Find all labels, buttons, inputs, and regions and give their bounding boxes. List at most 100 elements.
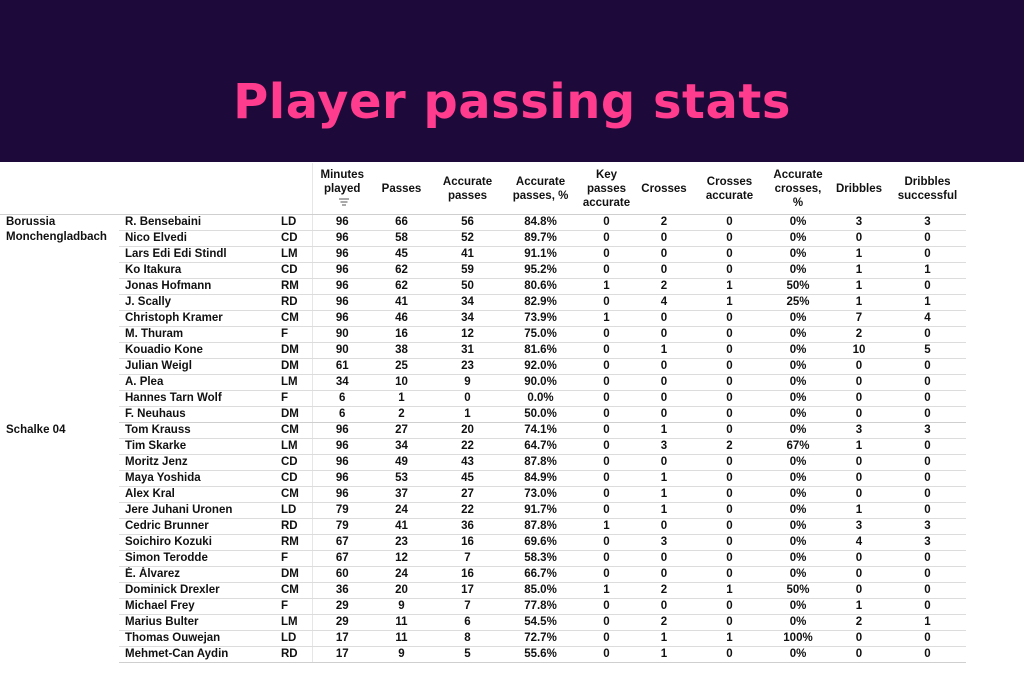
player-name: Moritz Jenz [119,454,275,471]
stat-cell: 0 [692,470,767,487]
stat-cell: 0 [692,342,767,359]
stat-cell: 0 [889,502,966,519]
player-name: Lars Edi Edi Stindl [119,246,275,263]
player-position: CM [275,582,312,599]
stat-cell: 73.9% [504,310,577,327]
stat-cell: 85.0% [504,582,577,599]
player-name: Maya Yoshida [119,470,275,487]
table-row: Marius Bulter LM 29 11 6 54.5% 0 2 0 0% 2 1 [0,614,966,631]
stat-cell: 4 [636,294,692,311]
stat-cell: 0 [636,518,692,535]
stat-cell: 17 [431,582,504,599]
stat-cell: 3 [636,438,692,455]
stat-cell: 0 [829,486,889,503]
stat-cell: 96 [311,214,372,231]
header-crosses[interactable]: Crosses [636,163,692,215]
stat-cell: 3 [636,534,692,551]
stat-cell: 1 [636,470,692,487]
player-position: DM [275,406,312,423]
stat-cell: 41 [372,518,431,535]
sort-descending-icon[interactable] [339,198,350,206]
player-name: Christoph Kramer [119,310,275,327]
header-accurate-passes[interactable]: Accurate passes [431,163,504,215]
stat-cell: 50 [431,278,504,295]
header-accurate-crosses-pct[interactable]: Accurate crosses, % [767,163,829,215]
stat-cell: 0 [692,502,767,519]
stat-cell: 0 [577,646,636,663]
stat-cell: 0 [636,326,692,343]
stat-cell: 1 [636,422,692,439]
stat-cell: 34 [311,374,372,391]
stat-cell: 96 [311,310,372,327]
stat-cell: 0 [692,262,767,279]
stat-cell: 23 [372,534,431,551]
player-name: Alex Kral [119,486,275,503]
stat-cell: 0 [577,294,636,311]
stat-cell: 2 [829,326,889,343]
stat-cell: 0 [692,246,767,263]
table-row: Tim Skarke LM 96 34 22 64.7% 0 3 2 67% 1 0 [0,438,966,455]
stat-cell: 0 [889,406,966,423]
table-row: Ko Itakura CD 96 62 59 95.2% 0 0 0 0% 1 1 [0,262,966,279]
stat-cell: 0 [577,342,636,359]
player-name: Jonas Hofmann [119,278,275,295]
stat-cell: 0 [577,214,636,231]
stat-cell: 27 [372,422,431,439]
stat-cell: 0 [692,406,767,423]
stat-cell: 7 [829,310,889,327]
player-name: Tim Skarke [119,438,275,455]
stat-cell: 34 [431,294,504,311]
stat-cell: 0 [636,262,692,279]
stat-cell: 50% [767,582,829,599]
stat-cell: 1 [692,630,767,647]
stat-cell: 0 [889,278,966,295]
stat-cell: 0 [889,486,966,503]
stat-cell: 0 [692,358,767,375]
stat-cell: 22 [431,438,504,455]
header-line: Crosses [706,175,753,188]
header-minutes-played[interactable]: Minutes played [311,163,372,215]
stat-cell: 62 [372,262,431,279]
header-key-passes-accurate[interactable]: Key passes accurate [577,163,636,215]
header-dribbles-successful[interactable]: Dribbles successful [889,163,966,215]
header-crosses-accurate[interactable]: Crosses accurate [692,163,767,215]
stat-cell: 0 [692,390,767,407]
stat-cell: 100% [767,630,829,647]
stat-cell: 0 [577,630,636,647]
player-position: CD [275,230,312,247]
stat-cell: 50.0% [504,406,577,423]
player-position: LD [275,630,312,647]
table-row: Christoph Kramer CM 96 46 34 73.9% 1 0 0 0% 7 4 [0,310,966,327]
stat-cell: 1 [829,598,889,615]
stat-cell: 1 [577,582,636,599]
stat-cell: 0 [889,550,966,567]
stat-cell: 96 [311,422,372,439]
stat-cell: 67 [311,534,372,551]
stat-cell: 45 [372,246,431,263]
header-dribbles[interactable]: Dribbles [829,163,889,215]
player-name: Cedric Brunner [119,518,275,535]
header-accurate-passes-pct[interactable]: Accurate passes, % [504,163,577,215]
stat-cell: 6 [431,614,504,631]
stat-cell: 87.8% [504,518,577,535]
player-position: LM [275,614,312,631]
player-position: DM [275,342,312,359]
stat-cell: 73.0% [504,486,577,503]
stat-cell: 0% [767,230,829,247]
stat-cell: 0 [431,390,504,407]
stat-cell: 0 [577,486,636,503]
stat-cell: 0 [636,598,692,615]
header-passes[interactable]: Passes [372,163,431,215]
header-line: Dribbles [835,182,882,195]
stat-cell: 0 [577,406,636,423]
stat-cell: 0 [636,374,692,391]
header-line: Crosses [641,182,687,195]
stat-cell: 0 [889,646,966,663]
table-row: É. Álvarez DM 60 24 16 66.7% 0 0 0 0% 0 0 [0,566,966,583]
header-line: Accurate [442,175,493,188]
stat-cell: 0% [767,550,829,567]
stat-cell: 16 [372,326,431,343]
stat-cell: 0 [692,646,767,663]
stat-cell: 0 [829,406,889,423]
stat-cell: 9 [372,598,431,615]
